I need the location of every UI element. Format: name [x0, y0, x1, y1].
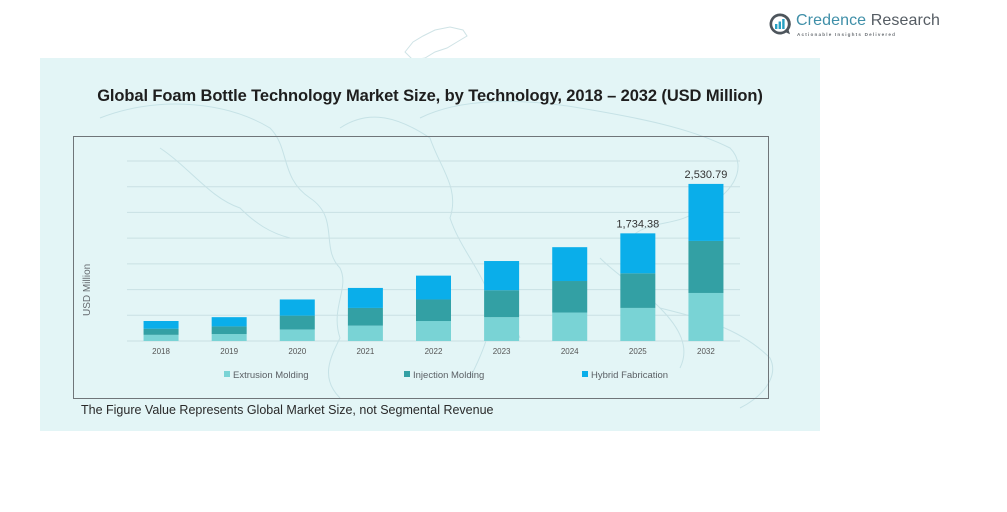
x-tick-label: 2018	[152, 347, 170, 356]
chart-title: Global Foam Bottle Technology Market Siz…	[97, 87, 763, 105]
bar-segment-extrusion-molding-2020	[279, 329, 315, 341]
bar-segment-hybrid-fabrication-2025	[620, 233, 656, 274]
bar-segment-hybrid-fabrication-2023	[484, 261, 520, 291]
x-tick-label: 2024	[561, 347, 579, 356]
bar-segment-injection-molding-2032	[688, 240, 724, 293]
bar-segment-extrusion-molding-2018	[143, 334, 179, 341]
legend-label: Extrusion Molding	[233, 370, 309, 381]
bar-segment-injection-molding-2021	[347, 307, 383, 326]
bar-segment-hybrid-fabrication-2018	[143, 321, 179, 329]
brand-name: Credence Research	[796, 12, 940, 30]
data-label-2032: 2,530.79	[685, 169, 728, 181]
legend: Extrusion Molding Injection Molding Hybrid…	[224, 370, 668, 381]
bar-segment-injection-molding-2023	[484, 290, 520, 318]
bar-segment-injection-molding-2024	[552, 281, 588, 313]
bars	[143, 183, 724, 341]
bar-segment-injection-molding-2018	[143, 328, 179, 335]
brand-name-part2: Research	[866, 12, 941, 29]
x-tick-label: 2025	[629, 347, 647, 356]
bar-segment-extrusion-molding-2021	[347, 325, 383, 341]
x-tick-labels: 2018 2019 2020 2021 2022 2023 2024 2025 2032	[152, 347, 715, 356]
footnote: The Figure Value Represents Global Marke…	[81, 403, 494, 417]
x-tick-label: 2032	[697, 347, 715, 356]
bar-segment-hybrid-fabrication-2020	[279, 299, 315, 316]
bar-segment-hybrid-fabrication-2024	[552, 247, 588, 282]
bar-segment-extrusion-molding-2025	[620, 307, 656, 341]
x-tick-label: 2023	[493, 347, 511, 356]
data-labels: 1,734.38 2,530.79	[616, 169, 727, 230]
bar-segment-hybrid-fabrication-2021	[347, 287, 383, 308]
legend-swatch-hybrid-fabrication	[582, 371, 588, 377]
x-tick-label: 2021	[356, 347, 374, 356]
legend-swatch-extrusion-molding	[224, 371, 230, 377]
bar-segment-extrusion-molding-2022	[416, 321, 451, 341]
brand-tagline: Actionable Insights Delivered	[797, 32, 897, 37]
brand-logo: Credence Research Actionable Insights De…	[768, 10, 940, 42]
bar-segment-extrusion-molding-2023	[484, 317, 520, 341]
bar-segment-injection-molding-2025	[620, 273, 656, 308]
chart-frame	[73, 136, 769, 399]
legend-label: Hybrid Fabrication	[591, 370, 668, 381]
logo-chart-bubble-icon	[769, 13, 791, 35]
bar-segment-injection-molding-2020	[279, 315, 315, 330]
legend-label: Injection Molding	[413, 370, 484, 381]
x-tick-label: 2022	[425, 347, 443, 356]
greenland-outline-decoration	[404, 26, 468, 61]
bar-segment-injection-molding-2019	[211, 326, 247, 335]
bar-segment-hybrid-fabrication-2019	[211, 317, 247, 327]
bar-segment-injection-molding-2022	[416, 299, 451, 322]
bar-segment-hybrid-fabrication-2022	[416, 275, 451, 300]
data-label-2025: 1,734.38	[616, 218, 659, 230]
brand-name-part1: Credence	[796, 12, 867, 29]
stacked-bar-chart: 2018 2019 2020 2021 2022 2023 2024 2025 2032 1,7…	[127, 160, 740, 381]
bar-segment-extrusion-molding-2019	[211, 334, 247, 341]
chart-panel: Global Foam Bottle Technology Market Siz…	[40, 58, 820, 431]
x-tick-label: 2019	[220, 347, 238, 356]
legend-swatch-injection-molding	[404, 371, 410, 377]
bar-segment-extrusion-molding-2032	[688, 292, 724, 341]
bar-segment-hybrid-fabrication-2032	[688, 183, 724, 241]
bar-segment-extrusion-molding-2024	[552, 312, 588, 341]
x-tick-label: 2020	[288, 347, 306, 356]
